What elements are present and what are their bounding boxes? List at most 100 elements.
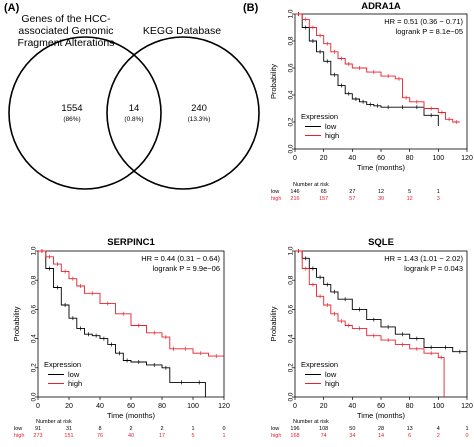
risk-row-label-high: high <box>271 196 281 202</box>
risk-count-high: 34 <box>349 433 355 439</box>
y-tick-label: 0.6 <box>288 63 295 72</box>
risk-row-label-high: high <box>271 433 281 439</box>
risk-count-high: 1 <box>222 433 225 439</box>
x-axis-label: Time (months) <box>357 411 406 420</box>
stats-text: HR = 0.51 (0.36 − 0.71) <box>384 17 463 26</box>
venn-left-only-count: 1554 <box>61 103 82 114</box>
risk-count-low: 1 <box>191 426 194 432</box>
legend-title: Expression <box>301 112 338 121</box>
x-tick-label: 120 <box>461 403 473 410</box>
y-axis-label: Probability <box>12 306 21 341</box>
legend-title: Expression <box>301 360 338 369</box>
km-curve-low <box>295 250 467 353</box>
risk-count-high: 30 <box>378 196 384 202</box>
risk-count-low: 0 <box>222 426 225 432</box>
panel-label-a: (A) <box>4 2 20 14</box>
venn-intersection-pct: (0.8%) <box>124 116 143 123</box>
risk-count-high: 17 <box>159 433 165 439</box>
stats-text: HR = 1.43 (1.01 − 2.02) <box>384 254 463 263</box>
y-tick-label: 1.0 <box>31 246 38 255</box>
venn-right-only-pct: (13.3%) <box>188 116 211 123</box>
stats-text: logrank P = 0.043 <box>404 264 463 273</box>
x-tick-label: 0 <box>293 155 297 162</box>
risk-count-low: 31 <box>66 426 72 432</box>
legend-label-high: high <box>68 379 82 388</box>
risk-count-high: 57 <box>349 196 355 202</box>
risk-count-high: 3 <box>437 196 440 202</box>
risk-count-high: 40 <box>128 433 134 439</box>
risk-count-low: 65 <box>321 189 327 195</box>
venn-left-label-line-2: associated Genomic <box>18 25 113 37</box>
risk-count-low: 146 <box>290 189 299 195</box>
legend-label-low: low <box>68 370 80 379</box>
risk-count-low: 2 <box>129 426 132 432</box>
stats-text: logrank P = 9.9e−06 <box>153 264 220 273</box>
y-tick-label: 0.6 <box>31 305 38 314</box>
legend-title: Expression <box>44 360 81 369</box>
venn-right-label: KEGG Database <box>143 25 221 37</box>
legend-label-low: low <box>325 122 337 131</box>
venn-left-circle <box>8 36 162 190</box>
x-tick-label: 100 <box>432 155 444 162</box>
legend-label-high: high <box>325 379 339 388</box>
y-tick-label: 1.0 <box>288 246 295 255</box>
y-tick-label: 0.2 <box>288 363 295 372</box>
y-tick-label: 0.4 <box>288 90 295 99</box>
y-axis-label: Probability <box>269 306 278 341</box>
y-tick-label: 0.4 <box>31 334 38 343</box>
risk-count-low: 8 <box>98 426 101 432</box>
risk-count-low: 28 <box>378 426 384 432</box>
risk-table-header: Number at risk <box>36 419 72 425</box>
risk-count-high: 76 <box>97 433 103 439</box>
risk-table-header: Number at risk <box>293 182 329 188</box>
stats-text: HR = 0.44 (0.31 − 0.64) <box>141 254 220 263</box>
risk-count-high: 151 <box>64 433 73 439</box>
km-curve-high <box>295 250 445 397</box>
risk-table-header: Number at risk <box>293 419 329 425</box>
x-tick-label: 0 <box>293 403 297 410</box>
risk-count-low: 196 <box>290 426 299 432</box>
risk-count-high: 157 <box>319 196 328 202</box>
x-tick-label: 100 <box>432 403 444 410</box>
risk-row-label-high: high <box>14 433 24 439</box>
risk-count-high: 0 <box>465 433 468 439</box>
venn-right-only-count: 240 <box>191 103 207 114</box>
risk-count-high: 12 <box>407 196 413 202</box>
y-tick-label: 0.0 <box>288 144 295 153</box>
x-tick-label: 100 <box>187 403 199 410</box>
legend-label-high: high <box>325 131 339 140</box>
y-tick-label: 0.4 <box>288 334 295 343</box>
risk-count-low: 1 <box>465 426 468 432</box>
km-curve-high <box>295 13 460 123</box>
y-tick-label: 1.0 <box>288 9 295 18</box>
risk-count-low: 50 <box>349 426 355 432</box>
x-tick-label: 60 <box>377 155 385 162</box>
y-tick-label: 0.8 <box>288 275 295 284</box>
km-curve-high <box>38 250 224 357</box>
panel-label-b: (B) <box>243 2 259 14</box>
risk-count-high: 5 <box>191 433 194 439</box>
x-tick-label: 20 <box>320 155 328 162</box>
y-tick-label: 0.0 <box>288 392 295 401</box>
risk-count-high: 74 <box>321 433 327 439</box>
risk-count-high: 273 <box>33 433 42 439</box>
y-tick-label: 0.6 <box>288 305 295 314</box>
risk-count-low: 2 <box>160 426 163 432</box>
legend-label-low: low <box>325 370 337 379</box>
risk-count-high: 2 <box>437 433 440 439</box>
risk-count-high: 14 <box>378 433 384 439</box>
y-axis-label: Probability <box>269 64 278 99</box>
risk-count-low: 108 <box>319 426 328 432</box>
x-tick-label: 40 <box>348 155 356 162</box>
y-tick-label: 0.8 <box>288 36 295 45</box>
risk-count-low: 27 <box>349 189 355 195</box>
risk-count-low: 13 <box>407 426 413 432</box>
y-tick-label: 0.2 <box>31 363 38 372</box>
km-curve-low <box>295 13 439 126</box>
risk-row-label-low: low <box>271 426 279 432</box>
chart-title: ADRA1A <box>361 1 401 12</box>
x-tick-label: 80 <box>158 403 166 410</box>
risk-count-low: 4 <box>437 426 440 432</box>
